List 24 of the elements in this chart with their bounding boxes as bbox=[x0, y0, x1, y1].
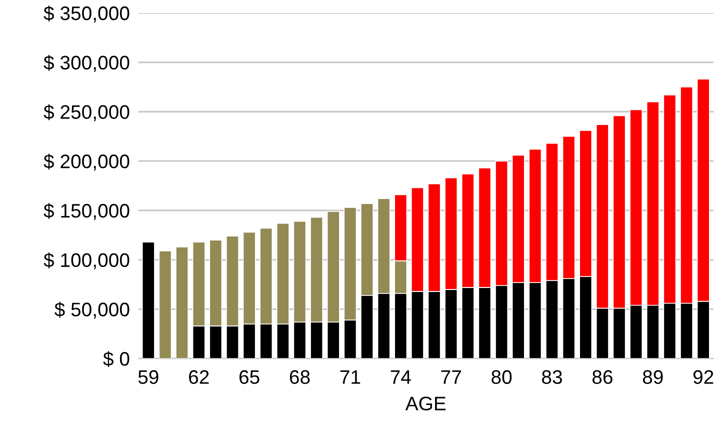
x-axis-title: AGE bbox=[405, 396, 446, 410]
x-tick-label: 92 bbox=[693, 370, 714, 384]
x-tick-label: 77 bbox=[441, 370, 461, 384]
x-tick-label: 74 bbox=[390, 370, 411, 384]
x-tick-label: 62 bbox=[189, 370, 209, 384]
x-tick-label: 65 bbox=[239, 370, 260, 384]
y-tick-label: $ 350,000 bbox=[44, 6, 130, 22]
y-tick-label: $ 50,000 bbox=[54, 302, 130, 319]
y-tick-label: $ 300,000 bbox=[44, 54, 130, 72]
x-tick-label: 59 bbox=[138, 370, 158, 384]
x-tick-label: 80 bbox=[492, 370, 512, 384]
x-tick-label: 89 bbox=[642, 370, 663, 384]
y-tick-label: $ 100,000 bbox=[44, 252, 130, 270]
bar bbox=[176, 246, 189, 359]
x-tick-label: 83 bbox=[542, 370, 562, 384]
x-tick-label: 68 bbox=[290, 370, 310, 384]
y-tick-label: $ 0 bbox=[103, 351, 130, 367]
x-tick-label: 71 bbox=[340, 370, 360, 384]
x-tick-label: 86 bbox=[592, 370, 612, 384]
bar bbox=[142, 242, 155, 359]
y-tick-label: $ 150,000 bbox=[44, 203, 130, 220]
y-tick-label: $ 250,000 bbox=[44, 104, 130, 122]
y-tick-label: $ 200,000 bbox=[44, 154, 130, 171]
bar bbox=[158, 250, 172, 359]
